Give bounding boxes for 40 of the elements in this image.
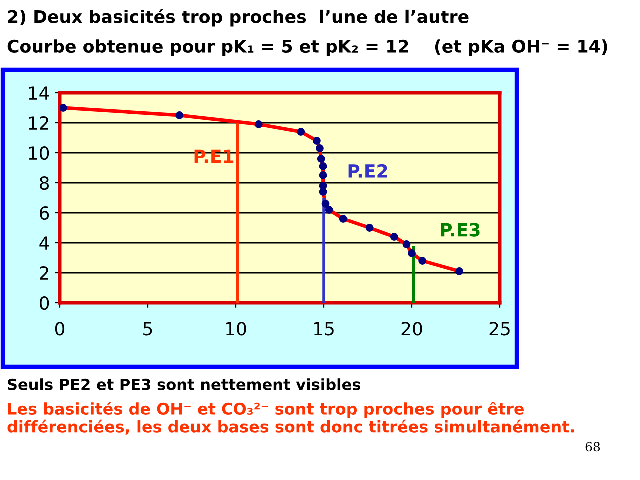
x-tick-label: 5 [144,322,152,336]
point [60,104,68,112]
point [402,240,411,248]
x-tick-label: 0 [55,322,65,336]
point [339,215,348,223]
point [456,268,464,276]
y-tick-label: 12 [29,116,48,130]
point [176,112,184,120]
y-tick-label: 4 [40,236,50,250]
point [297,128,306,136]
point [254,120,263,128]
point [408,250,416,258]
chart-title: 2) Deux basicités trop proches l’une de l’autre [8,9,469,27]
x-tick-label: 15 [314,322,334,336]
point [418,257,427,265]
point [325,206,334,214]
point [316,144,324,152]
chart-subtitle: Courbe obtenue pour pK₁ = 5 et pK₂ = 12 (et pKa OH⁻ = 14) [8,40,608,56]
annotation: P.E3 [441,223,480,237]
y-tick-label: 6 [40,206,50,220]
point [313,137,321,145]
text: Seuls PE2 et PE3 sont nettement visibles [8,378,361,390]
x-tick-label: 20 [402,322,422,336]
y-tick-label: 10 [29,146,50,160]
point [322,200,330,208]
annotation: P.E2 [348,164,388,178]
point [390,233,398,241]
point [366,224,374,232]
point [319,162,328,170]
x-tick-label: 10 [226,322,246,336]
y-tick-label: 8 [40,176,50,190]
y-tick-label: 2 [40,266,48,280]
point [319,172,328,180]
text: 68 [586,442,600,452]
x-tick-label: 25 [490,322,510,336]
y-tick-label: 0 [40,296,50,310]
point [317,155,326,163]
y-tick-label: 14 [29,86,50,100]
text: Les basicités de OH⁻ et CO₃²⁻ sont trop proches pour être différenciées, les deux bases sont donc titrées simultanément. [8,402,574,435]
point [319,188,328,196]
